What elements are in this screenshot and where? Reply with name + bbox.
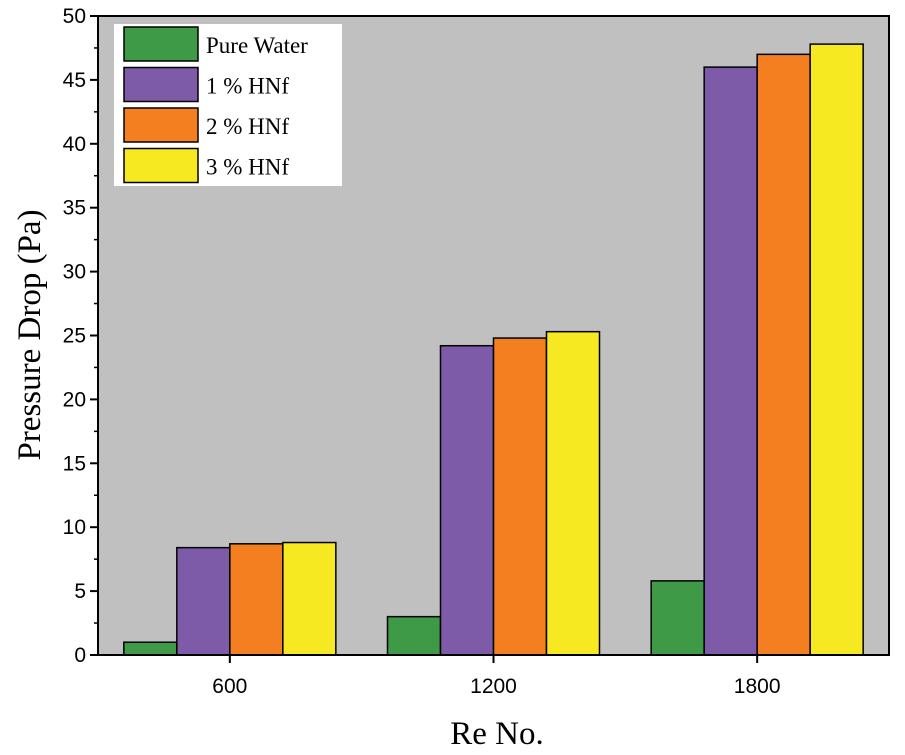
y-tick-label: 25 — [63, 325, 86, 348]
bar-2-hnf-1800 — [756, 53, 811, 656]
bar-pure-water-1200 — [386, 615, 442, 656]
bar-3-hnf-1200 — [545, 330, 601, 656]
bar-1-hnf-600 — [176, 546, 231, 656]
y-tick-label: 5 — [74, 580, 86, 603]
bar-1-hnf-1800 — [703, 66, 758, 656]
legend-swatch — [123, 66, 199, 103]
legend-label: 1 % HNf — [206, 74, 289, 99]
y-tick-label: 0 — [74, 644, 86, 667]
legend-swatch — [123, 107, 199, 143]
bar-3-hnf-600 — [282, 541, 337, 656]
legend-label: 2 % HNf — [206, 114, 289, 139]
x-tick-label: 1200 — [470, 675, 517, 698]
bar-2-hnf-1200 — [492, 337, 548, 656]
bar-1-hnf-1200 — [439, 344, 495, 656]
legend-swatch — [123, 147, 199, 184]
bar-3-hnf-1800 — [809, 43, 864, 656]
bar-pure-water-600 — [123, 641, 178, 656]
bar-pure-water-1800 — [650, 580, 705, 656]
legend-label: Pure Water — [206, 33, 308, 58]
axes-group: 0 5 10 15 20 25 30 35 40 45 50 600 1200 1800 — [63, 5, 890, 698]
x-tick-label: 1800 — [734, 675, 781, 698]
x-axis-title: Re No. — [450, 716, 544, 752]
y-tick-label: 15 — [63, 452, 86, 475]
y-axis-title: Pressure Drop (Pa) — [12, 209, 48, 460]
x-tick-label: 600 — [212, 675, 247, 698]
bars-group — [123, 43, 864, 656]
legend-swatch — [123, 26, 199, 62]
y-tick-label: 10 — [63, 516, 86, 539]
y-tick-label: 40 — [63, 133, 86, 156]
y-tick-label: 30 — [63, 261, 86, 284]
y-tick-label: 20 — [63, 388, 86, 411]
legend-label: 3 % HNf — [206, 155, 289, 180]
legend: Pure Water 1 % HNf 2 % HNf 3 % HNf — [114, 24, 342, 186]
y-tick-label: 50 — [63, 5, 86, 28]
bar-2-hnf-600 — [229, 543, 284, 656]
y-tick-label: 35 — [63, 197, 86, 220]
y-tick-label: 45 — [63, 69, 86, 92]
